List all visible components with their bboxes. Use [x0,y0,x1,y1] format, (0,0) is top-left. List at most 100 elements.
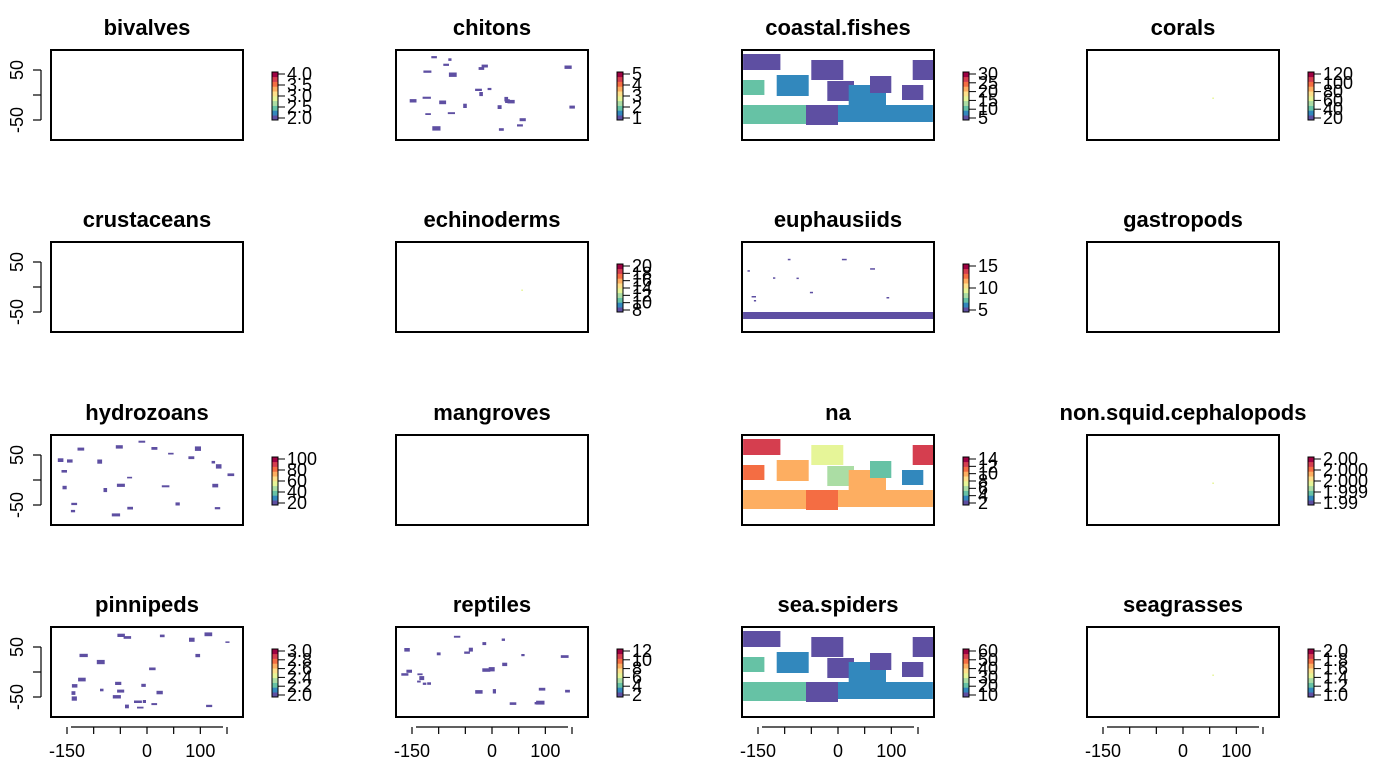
legend-tick-label: 2.6 [287,659,312,679]
raster-cell [422,682,427,685]
legend-swatch [963,457,969,463]
raster-cell [425,113,431,115]
legend-tick-label: 6 [632,667,642,687]
raster-cell [100,688,104,692]
y-tick-label: -50 [7,299,27,325]
legend-swatch [272,687,278,693]
raster-cell [902,470,924,485]
legend-swatch [1308,663,1314,669]
panel-title: echinoderms [424,207,561,232]
plot-frame [50,626,244,718]
y-tick-label: 50 [7,445,27,465]
raster-cell [189,637,195,642]
legend-tick-label: 100 [1323,73,1353,93]
panel-title: euphausiids [774,207,902,232]
legend-tick-label: 5 [978,300,988,320]
legend-swatch [1308,471,1314,477]
legend-tick-label: 8 [978,471,988,491]
raster-cell [569,105,575,109]
raster-cell [482,642,487,646]
raster-cell [149,667,156,671]
raster-cell [431,56,437,59]
legend-tick-label: 8 [632,300,642,320]
legend-swatch [272,663,278,669]
raster-cell [809,291,813,294]
legend-swatch [617,273,623,279]
raster-cell [436,652,441,656]
raster-cell [838,490,933,507]
legend-swatch [963,268,969,274]
panel-title: seagrasses [1123,592,1243,617]
legend-frame [962,648,970,698]
raster-cell [743,105,808,124]
raster-cell [227,473,235,477]
raster-cell [215,464,222,469]
legend-swatch [272,105,278,111]
panel-title: pinnipeds [95,592,199,617]
raster-cell [870,268,875,270]
raster-cell [497,105,502,109]
raster-cell [432,126,441,131]
raster-cell [776,460,809,481]
legend-swatch [963,673,969,679]
plot-frame [741,626,935,718]
plot-frame [395,241,589,333]
raster-cell [827,466,854,486]
raster-cell [521,289,523,291]
raster-cell [870,653,892,670]
raster-cell [564,65,572,69]
legend-tick-label: 3.0 [287,641,312,661]
legend-swatch [963,461,969,467]
legend-tick-label: 5 [632,64,642,84]
legend-swatch [1308,115,1314,121]
legend-swatch [1308,86,1314,92]
legend-tick-label: 2.5 [287,97,312,117]
plot-frame [1086,626,1280,718]
raster-cell [67,459,73,463]
plot-frame [395,49,589,141]
raster-cell [463,103,467,108]
panel-title: hydrozoans [85,400,208,425]
legend-swatch [1308,677,1314,683]
legend-swatch [617,687,623,693]
raster-cell [743,657,765,672]
x-tick-label: 100 [876,741,906,761]
raster-cell [137,706,144,709]
raster-cell [743,312,933,319]
legend-tick-label: 3 [632,86,642,106]
x-tick-label: -150 [1085,741,1121,761]
raster-cell [117,633,125,637]
legend-swatch [272,457,278,463]
legend-tick-label: 50 [978,650,998,670]
legend-swatch [272,653,278,659]
raster-cell [188,456,195,460]
legend-swatch [272,495,278,501]
legend-tick-label: 120 [1323,64,1353,84]
legend-tick-label: 60 [1323,90,1343,110]
legend-tick-label: 30 [978,667,998,687]
legend-swatch [617,668,623,674]
raster-cell [439,100,447,105]
legend-swatch [617,96,623,102]
legend-swatch [1308,72,1314,78]
legend-tick-label: 40 [1323,99,1343,119]
x-tick-label: -150 [394,741,430,761]
plot-frame [741,49,935,141]
legend-tick-label: 20 [978,82,998,102]
legend-swatch [617,100,623,106]
raster-cell [751,296,756,298]
legend-swatch [963,476,969,482]
raster-cell [225,641,230,643]
raster-cell [743,439,781,455]
legend-swatch [272,466,278,472]
raster-cell [417,680,421,683]
legend-swatch [963,668,969,674]
raster-cell [796,277,799,280]
raster-cell [776,652,809,673]
legend-swatch [1308,687,1314,693]
legend-swatch [1308,110,1314,116]
panel-title: na [825,400,851,425]
legend-tick-label: 1.8 [1323,650,1348,670]
legend-swatch [617,105,623,111]
legend-tick-label: 25 [978,73,998,93]
